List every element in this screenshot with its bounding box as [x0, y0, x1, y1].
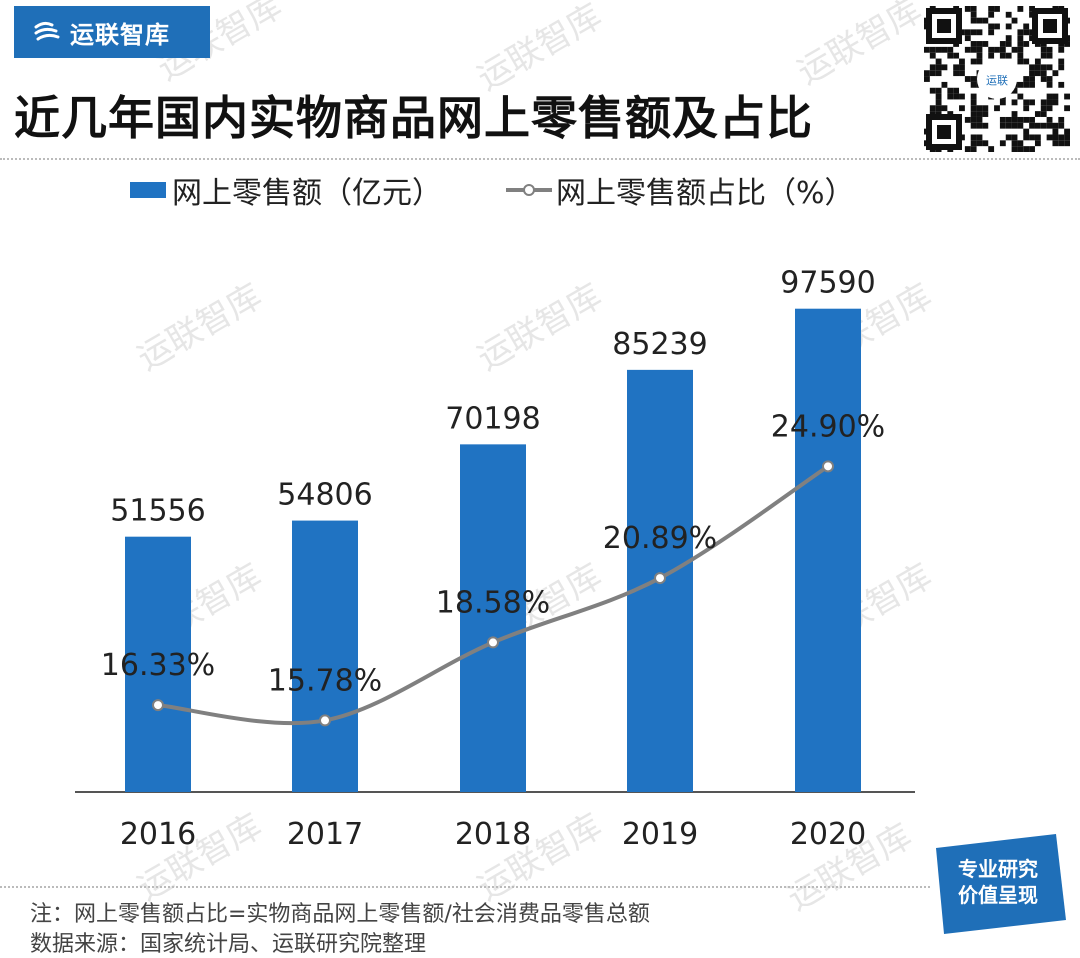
line-data-label: 20.89% — [603, 521, 717, 556]
legend-bar-label: 网上零售额（亿元） — [172, 176, 442, 211]
legend-line-label: 网上零售额占比（%） — [556, 176, 855, 211]
bar — [292, 520, 358, 792]
bar-data-label: 70198 — [445, 401, 540, 436]
line-data-label: 16.33% — [101, 648, 215, 683]
bar-data-label: 54806 — [277, 478, 372, 513]
bar-data-label: 97590 — [780, 266, 875, 301]
badge-text: 专业研究 价值呈现 — [930, 856, 1066, 908]
footer-divider — [0, 886, 930, 888]
footer-source: 数据来源：国家统计局、运联研究院整理 — [30, 932, 427, 957]
brand-name: 运联智库 — [70, 20, 170, 49]
line-point — [654, 572, 666, 585]
line-point — [319, 714, 331, 727]
line-point — [822, 460, 834, 473]
brand-logo-icon — [34, 21, 60, 41]
x-tick-label: 2019 — [622, 817, 698, 852]
line-point — [152, 699, 164, 712]
header-divider — [0, 158, 1080, 160]
legend-bar-swatch — [130, 182, 166, 198]
bar-data-label: 51556 — [110, 494, 205, 529]
line-point — [487, 636, 499, 649]
watermark: 运联智库 — [790, 0, 929, 93]
x-tick-label: 2017 — [287, 817, 363, 852]
x-tick-label: 2020 — [790, 817, 866, 852]
line-data-label: 18.58% — [436, 585, 550, 620]
line-data-label: 15.78% — [268, 663, 382, 698]
badge-line2: 价值呈现 — [958, 883, 1038, 907]
brand-badge: 运联智库 — [14, 6, 210, 58]
x-tick-label: 2016 — [120, 817, 196, 852]
corner-badge — [936, 834, 1066, 934]
badge-line1: 专业研究 — [958, 857, 1038, 881]
bar-line-chart: 51556 54806 70198 85239 97590 2016 2017 2018 201… — [75, 266, 915, 852]
bar — [795, 308, 861, 792]
bar — [125, 536, 191, 792]
x-tick-label: 2018 — [455, 817, 531, 852]
qr-label: 运联 — [986, 74, 1008, 87]
qr-code-icon: 运联 — [922, 4, 1072, 154]
line-data-label: 24.90% — [771, 409, 885, 444]
bar-data-label: 85239 — [612, 327, 707, 362]
legend-line-swatch — [506, 184, 552, 196]
page-title: 近几年国内实物商品网上零售额及占比 — [14, 91, 813, 145]
footer-note: 注：网上零售额占比=实物商品网上零售额/社会消费品零售总额 — [30, 902, 650, 927]
chart-legend: 网上零售额（亿元） 网上零售额占比（%） — [130, 170, 855, 211]
bar — [460, 444, 526, 792]
